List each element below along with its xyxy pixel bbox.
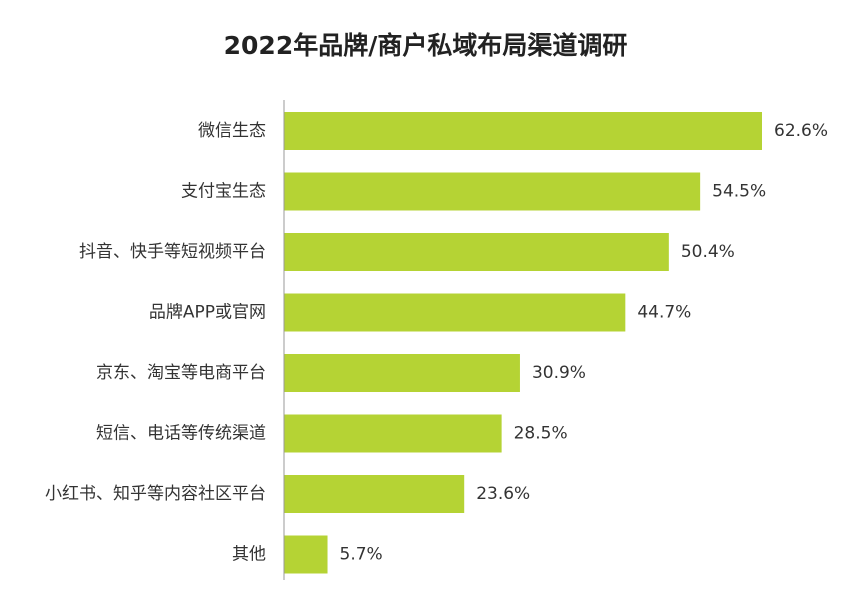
bar [284,293,626,332]
bar [284,475,465,513]
category-label: 其他 [232,545,266,565]
chart-title: 2022年品牌/商户私域布局渠道调研 [223,31,628,60]
bar [284,172,701,211]
bar [284,414,502,453]
value-label: 28.5% [514,424,568,444]
value-label: 50.4% [681,242,735,262]
value-label: 23.6% [476,484,530,504]
category-label: 微信生态 [198,121,266,141]
category-label: 京东、淘宝等电商平台 [96,363,266,383]
bar [284,112,762,150]
value-label: 44.7% [637,303,691,323]
category-label: 短信、电话等传统渠道 [96,424,266,444]
category-label: 品牌APP或官网 [149,303,266,323]
value-label: 54.5% [712,182,766,202]
category-label: 小红书、知乎等内容社区平台 [45,484,266,504]
category-labels: 微信生态支付宝生态抖音、快手等短视频平台品牌APP或官网京东、淘宝等电商平台短信… [45,121,266,565]
bars-group [284,112,762,574]
bar [284,233,669,271]
category-label: 支付宝生态 [181,182,266,202]
category-label: 抖音、快手等短视频平台 [79,242,266,262]
bar [284,535,328,574]
value-label: 30.9% [532,363,586,383]
value-labels: 62.6% 54.5% 50.4% 44.7% 30.9% 28.5% 23.6% 5.7% [340,121,828,565]
value-label: 62.6% [774,121,828,141]
bar [284,354,520,392]
value-label: 5.7% [340,545,383,565]
